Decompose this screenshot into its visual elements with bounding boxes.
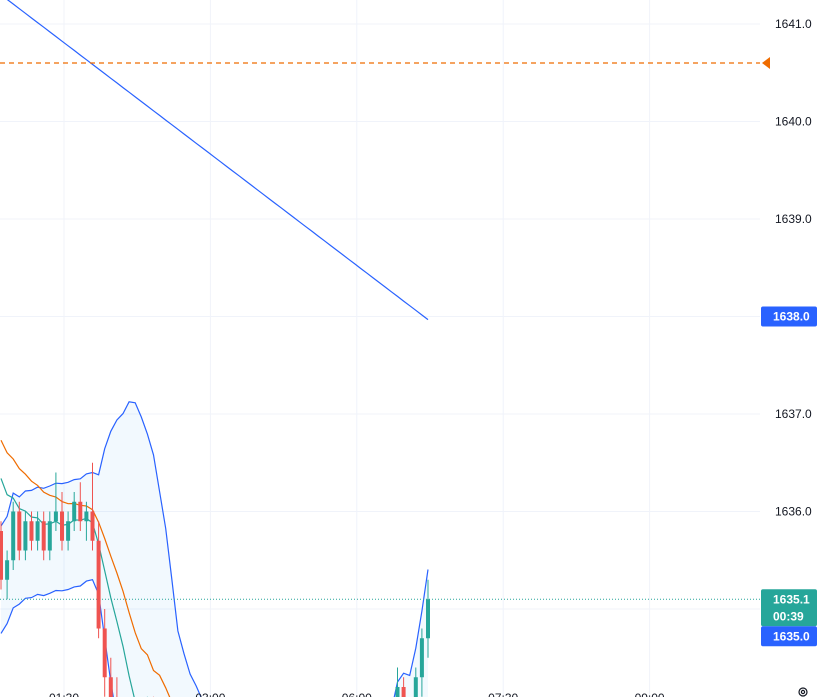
candle-body xyxy=(426,599,430,639)
candle-body xyxy=(102,628,107,678)
candle-body xyxy=(41,521,46,551)
alert-handle-icon[interactable] xyxy=(762,57,770,69)
candle-body xyxy=(11,511,16,561)
candle-body xyxy=(395,687,400,697)
bollinger-upper-line xyxy=(0,401,429,697)
price-label-last: 1635.1 xyxy=(761,589,817,610)
candle-body xyxy=(401,687,406,697)
x-tick-label: 06:00 xyxy=(342,691,372,697)
candle-body xyxy=(96,540,101,629)
candle-body xyxy=(29,521,34,541)
price-label-ma_long: 1638.0 xyxy=(761,306,817,327)
price-label-countdown: 00:39 xyxy=(761,606,817,627)
candle-body xyxy=(78,501,83,522)
time-axis[interactable]: 01:30 03:00 06:00 07:30 09:00 xyxy=(49,691,665,697)
candle-body xyxy=(23,521,28,551)
settings-gear-icon[interactable] xyxy=(798,687,808,697)
x-tick-label: 07:30 xyxy=(488,691,518,697)
candle-body xyxy=(90,511,95,541)
candle-body xyxy=(47,521,52,551)
x-tick-label: 09:00 xyxy=(635,691,665,697)
y-tick-label: 1639.0 xyxy=(775,212,812,226)
price-labels: 1638.01635.100:391635.01633.51633.11631.… xyxy=(761,306,817,647)
ema-fast-line xyxy=(0,478,135,697)
ma-long-line xyxy=(6,0,429,321)
price-label-text: 1635.1 xyxy=(773,592,810,606)
price-label-text: 00:39 xyxy=(773,609,804,623)
x-tick-label: 01:30 xyxy=(49,691,79,697)
candle-body xyxy=(108,677,113,697)
y-tick-label: 1640.0 xyxy=(775,115,812,129)
candles xyxy=(0,462,430,697)
price-label-text: 1638.0 xyxy=(773,310,810,324)
grid-lines xyxy=(0,0,760,697)
candle-body xyxy=(17,511,22,551)
y-tick-label: 1636.0 xyxy=(775,505,812,519)
price-label-text: 1635.0 xyxy=(773,629,810,643)
bollinger-band-fill xyxy=(1,401,428,697)
ema-slow-line xyxy=(0,439,171,697)
candle-body xyxy=(413,677,418,697)
candle-body xyxy=(84,511,89,522)
candle-body xyxy=(53,511,58,522)
candle-body xyxy=(5,560,10,580)
y-tick-label: 1641.0 xyxy=(775,17,812,31)
candle-body xyxy=(66,521,71,541)
candle-body xyxy=(60,511,64,541)
bollinger-lower-line xyxy=(0,579,114,697)
candle-body xyxy=(35,521,40,541)
x-tick-label: 03:00 xyxy=(195,691,225,697)
price-label-bb_upper: 1635.0 xyxy=(761,626,817,647)
indicator-lines xyxy=(0,0,429,697)
candle-body xyxy=(72,501,77,522)
candle-body xyxy=(419,638,424,678)
y-tick-label: 1637.0 xyxy=(775,407,812,421)
candle-body xyxy=(0,531,3,580)
